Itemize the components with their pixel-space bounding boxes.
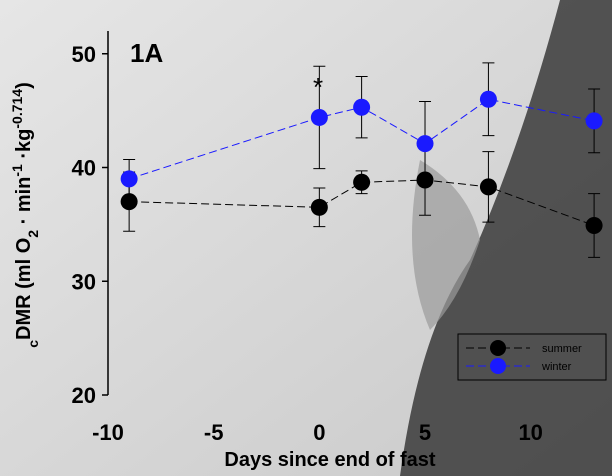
y-tick-label: 20 [72, 383, 96, 408]
y-axis-title-part: ) [13, 82, 35, 89]
photo-shape [412, 160, 480, 330]
photo-shape [400, 0, 612, 476]
marker [120, 170, 138, 188]
panel-label: 1A [130, 38, 163, 68]
y-axis-title-part: · min [13, 177, 35, 230]
y-tick-label: 50 [72, 42, 96, 67]
y-tick-label: 40 [72, 156, 96, 181]
marker [585, 217, 603, 235]
y-axis-title-part: -0.714 [9, 89, 25, 129]
annotation: * [313, 72, 323, 102]
marker [353, 98, 371, 116]
y-axis-title-part: DMR (ml O [13, 238, 35, 340]
marker [479, 90, 497, 108]
y-axis-title: cDMR (ml O2 · min-1 ·kg-0.714) [9, 82, 41, 348]
y-tick-label: 30 [72, 269, 96, 294]
series-line [128, 98, 595, 180]
y-axis-title-part: 2 [25, 230, 41, 238]
y-axis-title-part: -1 [9, 164, 25, 177]
marker [310, 108, 328, 126]
marker [585, 112, 603, 130]
legend-marker [490, 340, 506, 356]
marker [353, 173, 371, 191]
y-axis-title-part: ·kg [13, 129, 35, 165]
marker [416, 135, 434, 153]
legend-label: summer [542, 343, 582, 355]
marker [310, 198, 328, 216]
legend-label: winter [541, 361, 572, 373]
marker [120, 193, 138, 211]
x-tick-label: -5 [204, 420, 224, 445]
x-tick-label: 5 [419, 420, 431, 445]
y-axis-title-part: c [25, 340, 41, 348]
marker [479, 178, 497, 196]
x-axis-title: Days since end of fast [224, 449, 436, 471]
legend-box [457, 333, 607, 381]
x-tick-label: -10 [92, 420, 124, 445]
x-tick-label: 0 [313, 420, 325, 445]
legend-marker [490, 358, 506, 374]
series-line [129, 179, 595, 226]
x-tick-label: 10 [518, 420, 542, 445]
marker [416, 171, 434, 189]
